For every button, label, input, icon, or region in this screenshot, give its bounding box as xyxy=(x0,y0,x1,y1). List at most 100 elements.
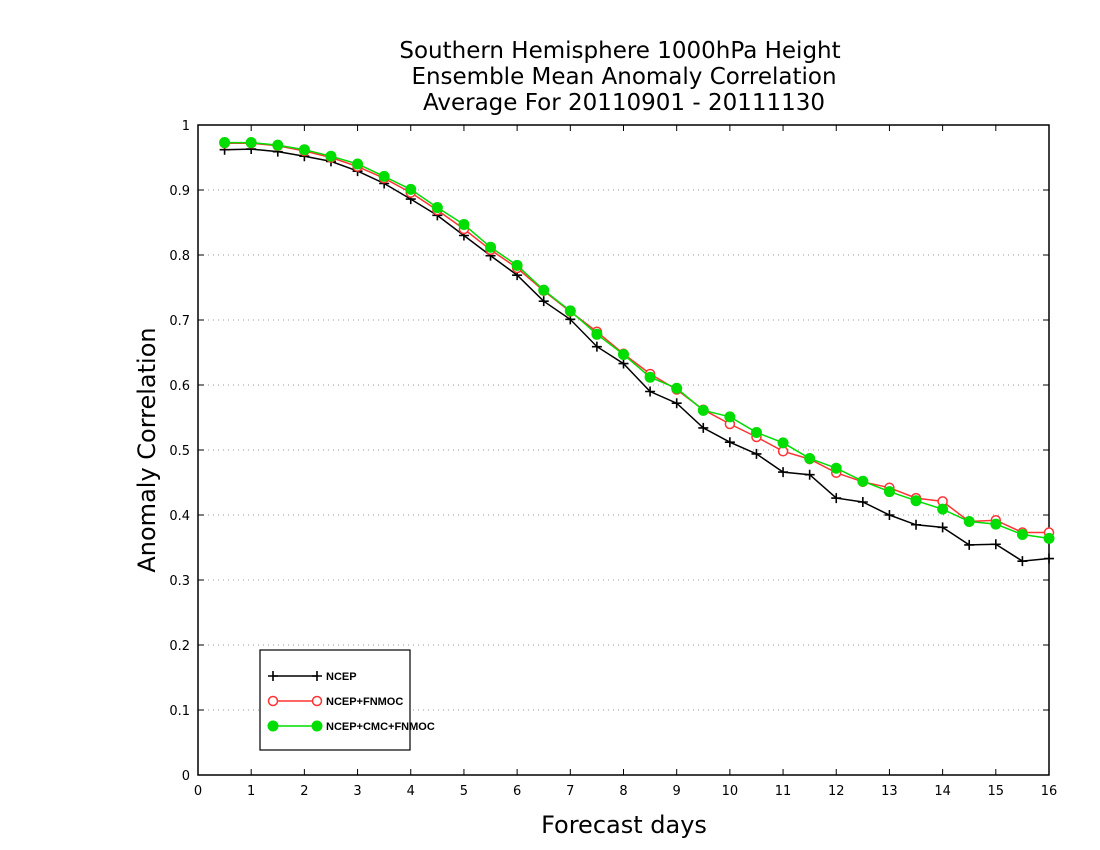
data-point xyxy=(724,411,736,423)
y-tick-label: 0.4 xyxy=(169,509,190,524)
data-point xyxy=(1044,553,1054,564)
data-point xyxy=(990,518,1002,530)
legend-marker xyxy=(312,671,322,681)
series-line xyxy=(224,148,1050,562)
x-tick-label: 0 xyxy=(194,784,202,799)
legend-marker xyxy=(311,695,323,707)
title-line-2: Ensemble Mean Anomaly Correlation xyxy=(411,64,836,90)
data-point xyxy=(751,448,762,459)
data-point xyxy=(618,348,629,360)
data-point xyxy=(618,358,629,369)
legend-marker xyxy=(267,695,279,707)
data-point xyxy=(964,539,975,550)
legend-marker xyxy=(268,671,278,681)
data-point xyxy=(883,486,895,498)
series-layer xyxy=(219,137,1055,567)
data-point xyxy=(538,284,550,296)
series-line xyxy=(224,141,1050,540)
data-point xyxy=(1043,532,1055,544)
data-point xyxy=(804,452,816,464)
chart-title: Southern Hemisphere 1000hPa Height Ensem… xyxy=(399,38,840,116)
data-point xyxy=(671,382,683,394)
data-point xyxy=(963,516,975,527)
x-tick-label: 15 xyxy=(988,784,1005,799)
data-point xyxy=(245,137,257,149)
data-point xyxy=(431,202,443,214)
legend-item-ncep: NCEP xyxy=(268,671,357,683)
y-tick-label: 0.8 xyxy=(169,249,190,264)
legend-label: NCEP+CMC+FNMOC xyxy=(326,721,435,733)
data-point xyxy=(990,539,1001,550)
data-point xyxy=(352,158,364,170)
data-point xyxy=(910,495,922,507)
y-tick-label: 0.9 xyxy=(169,184,190,199)
data-point xyxy=(884,510,895,520)
data-point xyxy=(458,218,470,230)
legend-marker xyxy=(311,720,323,732)
series-line xyxy=(224,142,1049,534)
data-point xyxy=(591,328,603,340)
series-ncep-fnmoc xyxy=(219,137,1055,538)
x-tick-label: 11 xyxy=(775,784,792,799)
x-tick-label: 9 xyxy=(673,784,681,799)
title-line-3: Average For 20110901 - 20111130 xyxy=(423,90,825,116)
data-point xyxy=(857,497,868,507)
data-point xyxy=(511,259,523,271)
data-point xyxy=(777,437,789,449)
data-point xyxy=(485,241,497,253)
data-point xyxy=(538,296,549,307)
x-tick-label: 1 xyxy=(247,784,255,799)
x-tick-label: 8 xyxy=(619,784,627,799)
y-axis: 0 0.1 0.2 0.3 0.4 0.5 0.6 0.7 0.8 0.9 1 xyxy=(169,119,1049,784)
y-tick-label: 0.5 xyxy=(169,444,190,459)
data-point xyxy=(750,426,762,438)
x-axis: 0 1 2 3 4 5 6 7 8 9 10 11 12 13 14 15 16 xyxy=(194,125,1057,799)
data-point xyxy=(405,183,417,195)
data-point xyxy=(1017,556,1028,567)
data-point xyxy=(378,170,390,182)
data-point xyxy=(591,341,602,352)
data-point xyxy=(831,493,842,504)
data-point xyxy=(1016,529,1028,540)
x-tick-label: 16 xyxy=(1041,784,1058,799)
data-point xyxy=(778,467,789,478)
data-point xyxy=(937,503,949,515)
x-axis-label: Forecast days xyxy=(541,811,707,839)
x-tick-label: 4 xyxy=(407,784,415,799)
x-tick-label: 13 xyxy=(881,784,898,799)
title-line-1: Southern Hemisphere 1000hPa Height xyxy=(399,38,840,64)
legend-label: NCEP+FNMOC xyxy=(326,696,403,708)
data-point xyxy=(698,422,709,433)
y-tick-label: 0.2 xyxy=(169,639,190,654)
data-point xyxy=(911,519,922,530)
series-ncep-cmc-fnmoc xyxy=(219,137,1055,544)
data-point xyxy=(830,462,842,474)
data-point xyxy=(644,371,656,383)
x-tick-label: 12 xyxy=(828,784,845,799)
x-tick-label: 7 xyxy=(566,784,574,799)
data-point xyxy=(697,404,709,416)
data-point xyxy=(219,137,231,149)
data-point xyxy=(724,437,735,448)
data-point xyxy=(298,144,310,156)
data-point xyxy=(645,386,656,397)
y-tick-label: 0 xyxy=(182,769,190,784)
legend: NCEP NCEP+FNMOC NCEP+CMC+FNMOC xyxy=(259,649,435,751)
y-axis-label: Anomaly Correlation xyxy=(133,327,161,572)
legend-label: NCEP xyxy=(326,671,357,683)
legend-box xyxy=(259,649,411,751)
series-ncep xyxy=(219,144,1054,567)
data-point xyxy=(804,469,815,480)
data-point xyxy=(857,475,869,487)
legend-item-ncep-fnmoc: NCEP+FNMOC xyxy=(267,695,403,708)
y-tick-label: 0.1 xyxy=(169,704,190,719)
x-tick-label: 14 xyxy=(934,784,951,799)
data-point xyxy=(564,305,576,317)
y-tick-label: 0.6 xyxy=(169,379,190,394)
data-point xyxy=(937,522,948,533)
y-tick-label: 1 xyxy=(182,119,190,134)
data-point xyxy=(671,398,682,409)
data-point xyxy=(272,139,284,151)
x-tick-label: 5 xyxy=(460,784,468,799)
